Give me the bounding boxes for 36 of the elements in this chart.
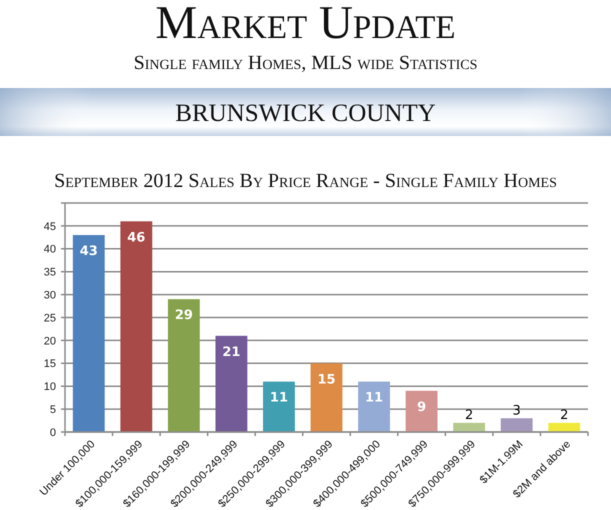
data-label: 2 (464, 408, 474, 423)
data-label: 29 (174, 308, 193, 324)
bar (548, 422, 580, 432)
bar (406, 390, 438, 432)
bar (72, 235, 105, 432)
data-label: 15 (317, 372, 336, 388)
chart-title: Market Update (155, 0, 456, 49)
data-label: 3 (512, 403, 521, 418)
data-label: 9 (417, 400, 426, 415)
bar (310, 363, 342, 432)
data-label: 43 (80, 244, 98, 260)
y-tick-label: 35 (44, 266, 56, 279)
data-label: 21 (222, 344, 240, 360)
chart-subtitle: Single family Homes, MLS wide Statistics (134, 52, 478, 74)
y-tick-label: 15 (44, 358, 56, 370)
data-label: 46 (127, 230, 146, 246)
bar (500, 418, 533, 432)
y-tick-label: 20 (44, 335, 56, 348)
y-tick-label: 10 (44, 381, 56, 394)
text: BRUNSWICK COUNTY (175, 100, 436, 127)
bar (120, 221, 152, 432)
text: September 2012 Sales By Price Range - Single Family Homes (54, 170, 557, 192)
y-tick-label: 5 (50, 404, 56, 416)
data-label: 11 (270, 390, 288, 406)
bar (263, 382, 295, 432)
y-tick-label: 45 (44, 220, 56, 233)
y-tick-label: 0 (50, 426, 56, 439)
bar (358, 382, 390, 432)
y-tick-label: 25 (44, 312, 56, 324)
data-label: 11 (365, 390, 384, 406)
y-tick-label: 30 (44, 289, 56, 302)
bar (168, 299, 200, 432)
bar (215, 336, 248, 432)
bar (453, 422, 486, 432)
data-label: 2 (560, 408, 568, 423)
y-tick-label: 40 (44, 244, 56, 256)
